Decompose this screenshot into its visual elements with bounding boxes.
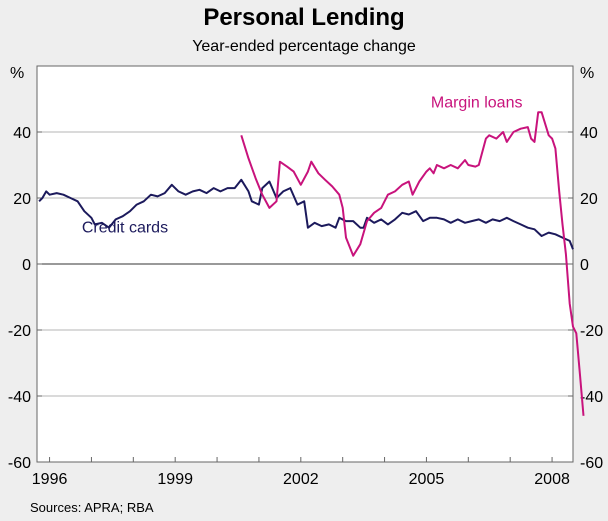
x-tick-label: 1996 <box>32 471 68 488</box>
y-tick-label-right: 0 <box>580 257 589 274</box>
y-tick-label-left: 40 <box>13 125 31 142</box>
y-tick-label-right: -20 <box>580 323 603 340</box>
chart-subtitle: Year-ended percentage change <box>192 38 416 55</box>
y-axis-left: -60 -40 -20 0 20 40 <box>8 125 42 472</box>
series-lines <box>38 111 585 416</box>
x-tick-label: 1999 <box>157 471 193 488</box>
y-tick-label-right: -60 <box>580 455 603 472</box>
chart-title: Personal Lending <box>203 4 404 31</box>
series-line-credit-cards <box>38 178 574 250</box>
y-tick-label-right: -40 <box>580 389 603 406</box>
series-label: Margin loans <box>431 94 523 111</box>
series-line-margin-loans <box>240 111 585 416</box>
gridlines <box>37 131 573 397</box>
y-tick-label-right: 20 <box>580 191 598 208</box>
y-tick-label-right: 40 <box>580 125 598 142</box>
source-note: Sources: APRA; RBA <box>30 500 154 515</box>
y-tick-label-left: -20 <box>8 323 31 340</box>
y-tick-label-left: -60 <box>8 455 31 472</box>
x-axis: 1996 1999 2002 2005 2008 <box>32 457 570 488</box>
y-tick-label-left: 20 <box>13 191 31 208</box>
y-tick-label-left: -40 <box>8 389 31 406</box>
y-tick-label-left: 0 <box>22 257 31 274</box>
y-axis-right: -60 -40 -20 0 20 40 <box>568 125 603 472</box>
x-tick-label: 2008 <box>534 471 570 488</box>
x-tick-label: 2005 <box>409 471 445 488</box>
series-labels: Credit cards Margin loans <box>82 94 523 236</box>
y-unit-right: % <box>580 65 594 82</box>
series-label: Credit cards <box>82 220 168 237</box>
y-unit-left: % <box>10 65 24 82</box>
x-tick-label: 2002 <box>283 471 319 488</box>
